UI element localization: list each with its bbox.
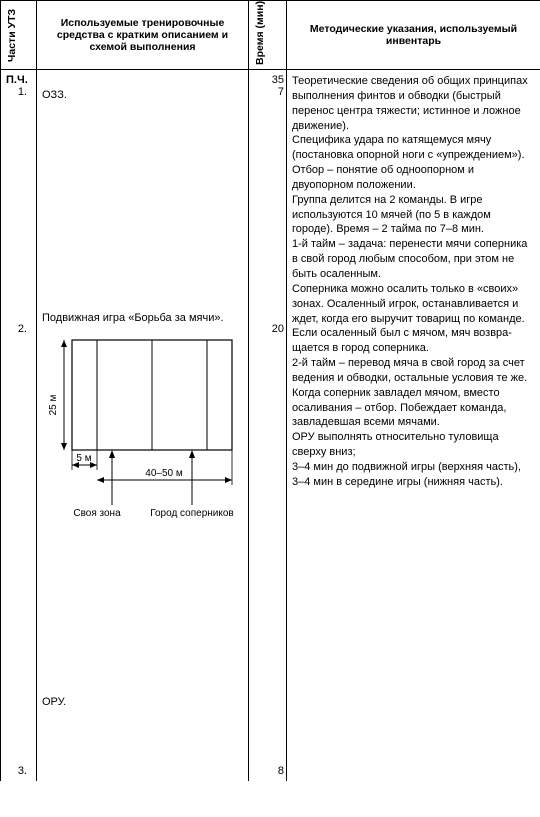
- svg-text:40–50 м: 40–50 м: [145, 468, 183, 479]
- notes-cell: Теоретические сведения об общих принципа…: [287, 70, 540, 782]
- header-notes: Методические указания, используемый инве…: [287, 1, 540, 70]
- means-2: Подвижная игра «Борьба за мячи».: [42, 312, 243, 324]
- notes-3: ОРУ выполнять относительно туловища свер…: [292, 430, 535, 489]
- means-cell: ОЗЗ. Подвижная игра «Борьба за мячи».: [37, 70, 249, 782]
- notes-2: Группа делится на 2 команды. В игре испо…: [292, 193, 535, 431]
- header-part: Части УТЗ: [1, 1, 37, 70]
- header-time: Время (мин): [249, 1, 287, 70]
- means-3: ОРУ.: [42, 696, 243, 708]
- notes-1: Теоретические сведения об общих принципа…: [292, 74, 535, 193]
- svg-text:25 м: 25 м: [48, 394, 59, 415]
- means-1: ОЗЗ.: [42, 89, 243, 101]
- part-cell: П.Ч. 1. 2. 3.: [1, 70, 37, 782]
- field-diagram: 25 м 5 м 40–50 м: [42, 330, 243, 523]
- svg-text:Город соперников: Город соперников: [150, 508, 234, 519]
- header-means: Используемые тренировочные средства с кр…: [37, 1, 249, 70]
- time-cell: 35 7 20 8: [249, 70, 287, 782]
- svg-text:5 м: 5 м: [76, 453, 91, 464]
- svg-text:Своя зона: Своя зона: [73, 508, 121, 519]
